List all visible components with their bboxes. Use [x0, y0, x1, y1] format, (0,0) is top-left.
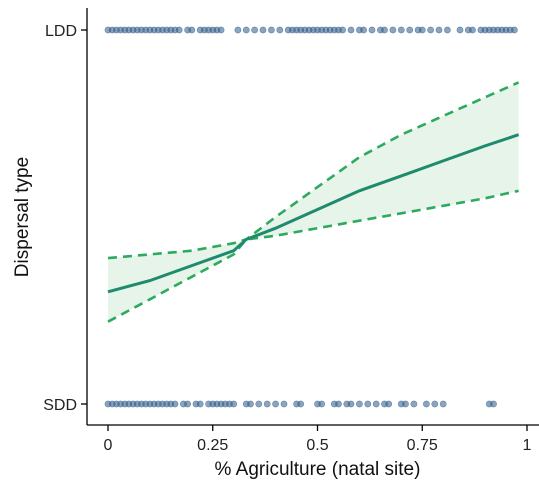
data-point-ldd [360, 26, 367, 34]
data-point-sdd [171, 400, 179, 408]
data-point-ldd [347, 26, 355, 34]
data-point-sdd [230, 400, 238, 408]
fit-lines-layer [107, 81, 520, 323]
ci-upper-line [107, 81, 520, 260]
data-point-sdd [347, 400, 355, 408]
data-point-sdd [385, 400, 393, 408]
data-point-sdd [297, 400, 305, 408]
y-tick-label: LDD [45, 23, 77, 40]
x-tick-label: 0.5 [306, 437, 328, 454]
data-point-sdd [184, 400, 191, 408]
data-point-ldd [397, 26, 405, 34]
x-tick-label: 0 [104, 437, 113, 454]
data-point-ldd [368, 26, 376, 34]
data-point-ldd [267, 26, 275, 34]
data-point-ldd [427, 26, 434, 34]
data-point-sdd [335, 400, 342, 408]
data-point-sdd [410, 400, 418, 408]
data-point-sdd [247, 400, 254, 408]
data-point-ldd [418, 26, 426, 34]
data-point-ldd [242, 26, 250, 34]
data-point-ldd [188, 26, 196, 34]
data-point-sdd [439, 400, 447, 408]
data-point-sdd [196, 400, 204, 408]
data-point-sdd [364, 400, 372, 408]
points-layer [104, 26, 518, 408]
x-axis-title: % Agriculture (natal site) [215, 459, 421, 480]
x-tick-label: 1 [523, 437, 532, 454]
data-point-sdd [272, 400, 279, 408]
data-point-ldd [435, 26, 443, 34]
data-point-sdd [280, 400, 288, 408]
fit-line [107, 133, 520, 294]
y-tick-label: SDD [43, 397, 77, 414]
data-point-sdd [255, 400, 263, 408]
ci-lower-line [107, 189, 519, 323]
data-point-ldd [406, 26, 414, 34]
data-point-ldd [456, 26, 464, 34]
data-point-ldd [469, 26, 476, 34]
data-point-sdd [490, 400, 497, 408]
data-point-sdd [402, 400, 409, 408]
data-point-sdd [318, 400, 326, 408]
data-point-ldd [339, 26, 346, 34]
data-point-ldd [443, 26, 451, 34]
data-point-sdd [263, 400, 271, 408]
data-point-sdd [355, 400, 363, 408]
x-tick-label: 0.25 [197, 437, 228, 454]
data-point-ldd [511, 26, 518, 34]
data-point-ldd [389, 26, 397, 34]
axes-layer: 0 0.25 0.5 0.75 1 SDD LDD [43, 8, 539, 454]
data-point-sdd [431, 400, 439, 408]
data-point-ldd [276, 26, 284, 34]
confidence-band [108, 82, 519, 322]
data-point-ldd [259, 26, 267, 34]
data-point-ldd [234, 26, 242, 34]
data-point-ldd [381, 26, 388, 34]
data-point-sdd [422, 400, 430, 408]
x-tick-label: 0.75 [407, 437, 438, 454]
confidence-band-layer [108, 82, 519, 322]
y-axis-title: Dispersal type [12, 157, 33, 277]
data-point-sdd [372, 400, 380, 408]
data-point-ldd [175, 26, 183, 34]
data-point-ldd [251, 26, 258, 34]
data-point-ldd [217, 26, 225, 34]
